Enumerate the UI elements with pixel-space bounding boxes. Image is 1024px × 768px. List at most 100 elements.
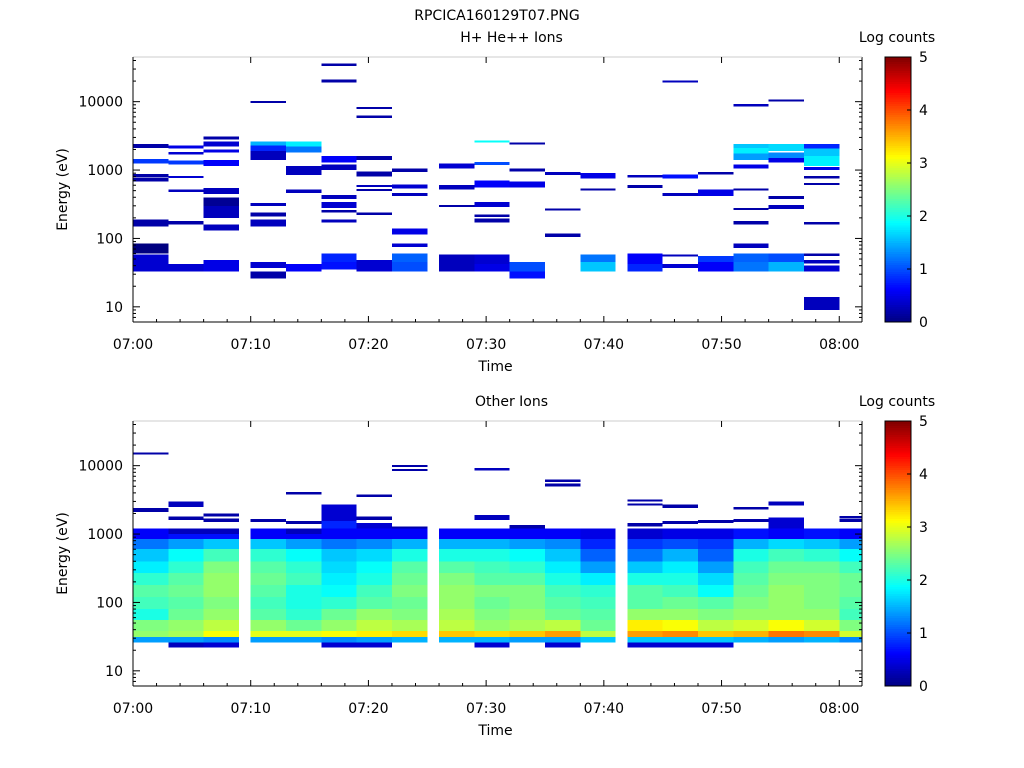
panel-other-ions: 07:00 07:10 07:20 07:30 07:40 07:50 08:0010100…: [55, 394, 935, 739]
colorbar-swatch: [885, 297, 911, 301]
x-tick-label: 07:30: [466, 337, 506, 353]
heatmap-cell: [698, 631, 734, 638]
heatmap-cell: [321, 164, 357, 171]
heatmap-cell: [250, 637, 287, 643]
y-tick-label: 10000: [78, 95, 123, 111]
heatmap-cell: [439, 631, 475, 638]
heatmap-cell: [321, 561, 357, 573]
colorbar-swatch: [885, 291, 911, 294]
colorbar-swatch: [885, 604, 911, 608]
panel-title: Other Ions: [475, 394, 548, 410]
colorbar-swatch: [885, 125, 911, 129]
heatmap-cell: [474, 514, 510, 521]
heatmap-cell: [509, 572, 545, 585]
heatmap-cell: [439, 549, 475, 562]
colorbar-swatch: [885, 502, 911, 506]
heatmap-cell: [203, 513, 239, 517]
heatmap-cell: [803, 572, 840, 585]
colorbar-swatch: [885, 313, 911, 316]
heatmap-cell: [203, 149, 239, 153]
heatmap-cell: [439, 561, 475, 573]
colorbar-swatch: [885, 535, 911, 539]
heatmap-cell: [133, 452, 169, 455]
heatmap-cell: [509, 142, 545, 145]
heatmap-cell: [391, 584, 428, 598]
heatmap-cell: [803, 597, 840, 610]
colorbar-swatch: [885, 189, 911, 193]
heatmap-cell: [839, 519, 862, 523]
heatmap-cell: [803, 253, 840, 257]
heatmap-cell: [133, 528, 169, 539]
colorbar-swatch: [885, 584, 911, 588]
colorbar-swatch: [885, 663, 911, 667]
heatmap-cell: [168, 631, 204, 638]
colorbar-swatch: [885, 242, 911, 246]
colorbar-swatch: [885, 597, 911, 601]
colorbar-swatch: [885, 602, 911, 605]
heatmap-cell: [839, 528, 862, 539]
colorbar-swatch: [885, 646, 911, 650]
heatmap-cell: [250, 549, 287, 562]
heatmap-cell: [439, 204, 475, 207]
heatmap-cell: [321, 253, 357, 263]
colorbar-swatch: [885, 163, 911, 166]
colorbar-swatch: [885, 140, 911, 144]
heatmap-cell: [698, 262, 734, 272]
heatmap-cell: [474, 631, 510, 638]
heatmap-cell: [133, 174, 169, 178]
heatmap-cell: [803, 144, 840, 149]
heatmap-cell: [474, 538, 510, 550]
heatmap-cell: [580, 528, 616, 539]
colorbar-swatch: [885, 154, 911, 157]
colorbar-swatch: [885, 304, 911, 308]
heatmap-cell: [768, 152, 804, 159]
heatmap-cell: [356, 642, 392, 648]
heatmap-cell: [768, 549, 804, 562]
colorbar-swatch: [885, 216, 911, 219]
heatmap-cell: [391, 561, 428, 573]
heatmap-cell: [803, 528, 840, 539]
heatmap-cell: [627, 637, 663, 643]
colorbar-swatch: [885, 500, 911, 504]
colorbar-swatch: [885, 580, 911, 583]
heatmap-cell: [286, 637, 322, 643]
heatmap-cell: [698, 549, 734, 562]
heatmap-cell: [168, 528, 204, 535]
heatmap-cell: [839, 620, 862, 632]
colorbar-swatch: [885, 434, 911, 438]
x-tick-label: 07:10: [231, 337, 271, 353]
heatmap-cell: [768, 501, 804, 506]
heatmap-cell: [168, 549, 204, 562]
heatmap-cell: [698, 256, 734, 263]
heatmap-cell: [662, 549, 699, 562]
colorbar-swatch: [885, 264, 911, 268]
heatmap-cell: [474, 597, 510, 610]
heatmap-cell: [733, 144, 769, 149]
heatmap-cell: [509, 637, 545, 643]
heatmap-cell: [733, 637, 769, 643]
y-tick-label: 1000: [87, 527, 123, 543]
heatmap-cell: [133, 254, 169, 272]
heatmap-cell: [133, 243, 169, 254]
heatmap-cell: [286, 141, 322, 147]
colorbar-swatch: [885, 70, 911, 74]
x-tick-label: 07:30: [466, 701, 506, 717]
heatmap-cell: [474, 528, 510, 539]
heatmap-cell: [356, 528, 392, 539]
colorbar-swatch: [885, 568, 911, 572]
heatmap-cell: [733, 561, 769, 573]
heatmap-cell: [544, 631, 581, 638]
heatmap-cell: [662, 642, 699, 648]
heatmap-cell: [627, 597, 663, 610]
colorbar-swatch: [885, 621, 911, 625]
heatmap-cell: [580, 561, 616, 573]
heatmap-cell: [133, 178, 169, 182]
figure-title: RPCICA160129T07.PNG: [414, 8, 579, 24]
heatmap-cell: [203, 136, 239, 140]
heatmap-cell: [474, 549, 510, 562]
heatmap-cell: [391, 253, 428, 263]
heatmap-cell: [662, 620, 699, 632]
colorbar-swatch: [885, 577, 911, 581]
colorbar-swatch: [885, 145, 911, 149]
heatmap-cell: [168, 189, 204, 192]
